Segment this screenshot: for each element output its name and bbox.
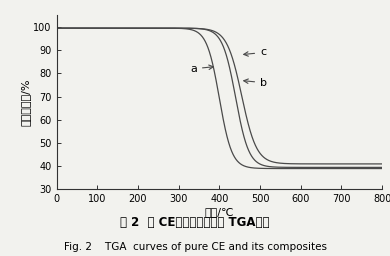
X-axis label: 温度/℃: 温度/℃ xyxy=(205,207,234,217)
Y-axis label: 质量保持率/%: 质量保持率/% xyxy=(21,79,30,126)
Text: 图 2  纯 CE及其复合材料的 TGA曲线: 图 2 纯 CE及其复合材料的 TGA曲线 xyxy=(120,216,270,229)
Text: c: c xyxy=(244,48,266,58)
Text: a: a xyxy=(190,64,213,74)
Text: b: b xyxy=(244,78,267,88)
Text: Fig. 2    TGA  curves of pure CE and its composites: Fig. 2 TGA curves of pure CE and its com… xyxy=(64,242,326,252)
